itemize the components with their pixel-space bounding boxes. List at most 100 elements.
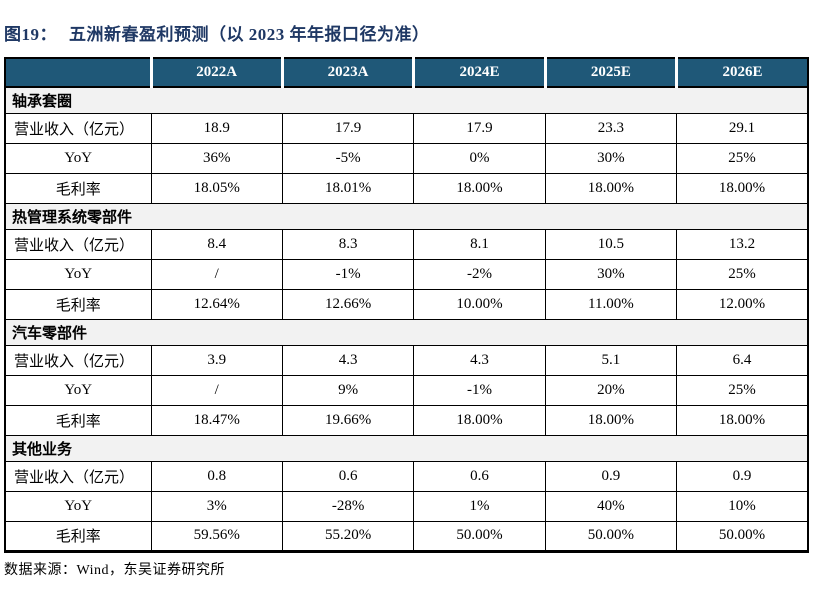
- column-header-2025e: 2025E: [543, 58, 677, 88]
- row-label: YoY: [4, 490, 152, 522]
- cell-value: 0.6: [281, 460, 415, 492]
- cell-value: 50.00%: [544, 520, 678, 552]
- cell-value: 8.4: [150, 228, 283, 260]
- cell-value: 1%: [413, 490, 546, 522]
- cell-value: 30%: [544, 142, 678, 174]
- cell-value: -1%: [413, 374, 546, 406]
- cell-value: 30%: [544, 258, 678, 290]
- row-label: 毛利率: [4, 404, 152, 436]
- cell-value: -5%: [281, 142, 415, 174]
- table-header-row: 2022A 2023A 2024E 2025E 2026E: [5, 58, 808, 88]
- row-label: YoY: [4, 374, 152, 406]
- figure-number: 图19：: [4, 25, 57, 44]
- cell-value: 9%: [281, 374, 415, 406]
- cell-value: -2%: [413, 258, 546, 290]
- cell-value: 17.9: [281, 112, 415, 144]
- column-header-empty: [5, 58, 151, 88]
- cell-value: 20%: [544, 374, 678, 406]
- cell-value: 25%: [676, 258, 809, 290]
- cell-value: 18.00%: [544, 172, 678, 204]
- cell-value: 0.9: [544, 460, 678, 492]
- table-row: YoY 36% -5% 0% 30% 25%: [4, 142, 809, 174]
- table-row: 毛利率 18.05% 18.01% 18.00% 18.00% 18.00%: [4, 172, 809, 204]
- cell-value: 0.8: [150, 460, 283, 492]
- section-title: 轴承套圈: [4, 86, 809, 114]
- cell-value: 0%: [413, 142, 546, 174]
- section-header-row: 热管理系统零部件: [4, 202, 809, 230]
- row-label: YoY: [4, 258, 152, 290]
- cell-value: 10.5: [544, 228, 678, 260]
- section-header-row: 汽车零部件: [4, 318, 809, 346]
- cell-value: 12.66%: [281, 288, 415, 320]
- table-row: 营业收入（亿元） 8.4 8.3 8.1 10.5 13.2: [4, 228, 809, 260]
- section-title: 其他业务: [4, 434, 809, 462]
- cell-value: 8.1: [413, 228, 546, 260]
- cell-value: 11.00%: [544, 288, 678, 320]
- section-title: 热管理系统零部件: [4, 202, 809, 230]
- cell-value: 4.3: [413, 344, 546, 376]
- cell-value: 18.05%: [150, 172, 283, 204]
- cell-value: 55.20%: [281, 520, 415, 552]
- cell-value: 17.9: [413, 112, 546, 144]
- section-header-row: 其他业务: [4, 434, 809, 462]
- cell-value: 6.4: [676, 344, 809, 376]
- column-header-2023a: 2023A: [280, 58, 414, 88]
- section-header-row: 轴承套圈: [4, 86, 809, 114]
- cell-value: 36%: [150, 142, 283, 174]
- column-header-2026e: 2026E: [675, 58, 808, 88]
- table-row: 毛利率 59.56% 55.20% 50.00% 50.00% 50.00%: [4, 520, 809, 552]
- cell-value: /: [150, 374, 283, 406]
- cell-value: 50.00%: [413, 520, 546, 552]
- cell-value: /: [150, 258, 283, 290]
- cell-value: 23.3: [544, 112, 678, 144]
- row-label: 毛利率: [4, 288, 152, 320]
- cell-value: 10%: [676, 490, 809, 522]
- cell-value: 25%: [676, 374, 809, 406]
- cell-value: 40%: [544, 490, 678, 522]
- cell-value: 0.6: [413, 460, 546, 492]
- cell-value: 13.2: [676, 228, 809, 260]
- cell-value: -28%: [281, 490, 415, 522]
- column-header-2024e: 2024E: [412, 58, 546, 88]
- row-label: YoY: [4, 142, 152, 174]
- cell-value: 0.9: [676, 460, 809, 492]
- row-label: 毛利率: [4, 520, 152, 552]
- table-row: 毛利率 18.47% 19.66% 18.00% 18.00% 18.00%: [4, 404, 809, 436]
- cell-value: 18.01%: [281, 172, 415, 204]
- table-body: 轴承套圈 营业收入（亿元） 18.9 17.9 17.9 23.3 29.1 YoY 36% -5…: [4, 86, 809, 552]
- profit-forecast-table: 2022A 2023A 2024E 2025E 2026E 轴承套圈 营业收入（亿…: [4, 57, 809, 553]
- cell-value: 18.9: [150, 112, 283, 144]
- cell-value: -1%: [281, 258, 415, 290]
- table-row: 毛利率 12.64% 12.66% 10.00% 11.00% 12.00%: [4, 288, 809, 320]
- table-row: YoY/9% -1% 20% 25%: [4, 374, 809, 406]
- cell-value: 59.56%: [150, 520, 283, 552]
- cell-value: 50.00%: [676, 520, 809, 552]
- cell-value: 18.00%: [676, 172, 809, 204]
- cell-value: 5.1: [544, 344, 678, 376]
- cell-value: 10.00%: [413, 288, 546, 320]
- column-header-2022a: 2022A: [149, 58, 283, 88]
- row-label: 营业收入（亿元）: [4, 344, 152, 376]
- table-row: 营业收入（亿元） 3.9 4.3 4.3 5.1 6.4: [4, 344, 809, 376]
- row-label: 营业收入（亿元）: [4, 112, 152, 144]
- table-row: YoY 3% -28% 1% 40% 10%: [4, 490, 809, 522]
- cell-value: 18.00%: [544, 404, 678, 436]
- cell-value: 18.00%: [413, 172, 546, 204]
- cell-value: 25%: [676, 142, 809, 174]
- cell-value: 12.64%: [150, 288, 283, 320]
- table-row: 营业收入（亿元） 18.9 17.9 17.9 23.3 29.1: [4, 112, 809, 144]
- table-row: 营业收入（亿元） 0.8 0.6 0.6 0.9 0.9: [4, 460, 809, 492]
- data-source: 数据来源：Wind，东吴证券研究所: [4, 562, 226, 578]
- row-label: 毛利率: [4, 172, 152, 204]
- cell-value: 3%: [150, 490, 283, 522]
- row-label: 营业收入（亿元）: [4, 460, 152, 492]
- cell-value: 4.3: [281, 344, 415, 376]
- cell-value: 12.00%: [676, 288, 809, 320]
- cell-value: 18.00%: [413, 404, 546, 436]
- table-row: YoY / -1% -2% 30% 25%: [4, 258, 809, 290]
- cell-value: 29.1: [676, 112, 809, 144]
- cell-value: 18.47%: [150, 404, 283, 436]
- row-label: 营业收入（亿元）: [4, 228, 152, 260]
- cell-value: 8.3: [281, 228, 415, 260]
